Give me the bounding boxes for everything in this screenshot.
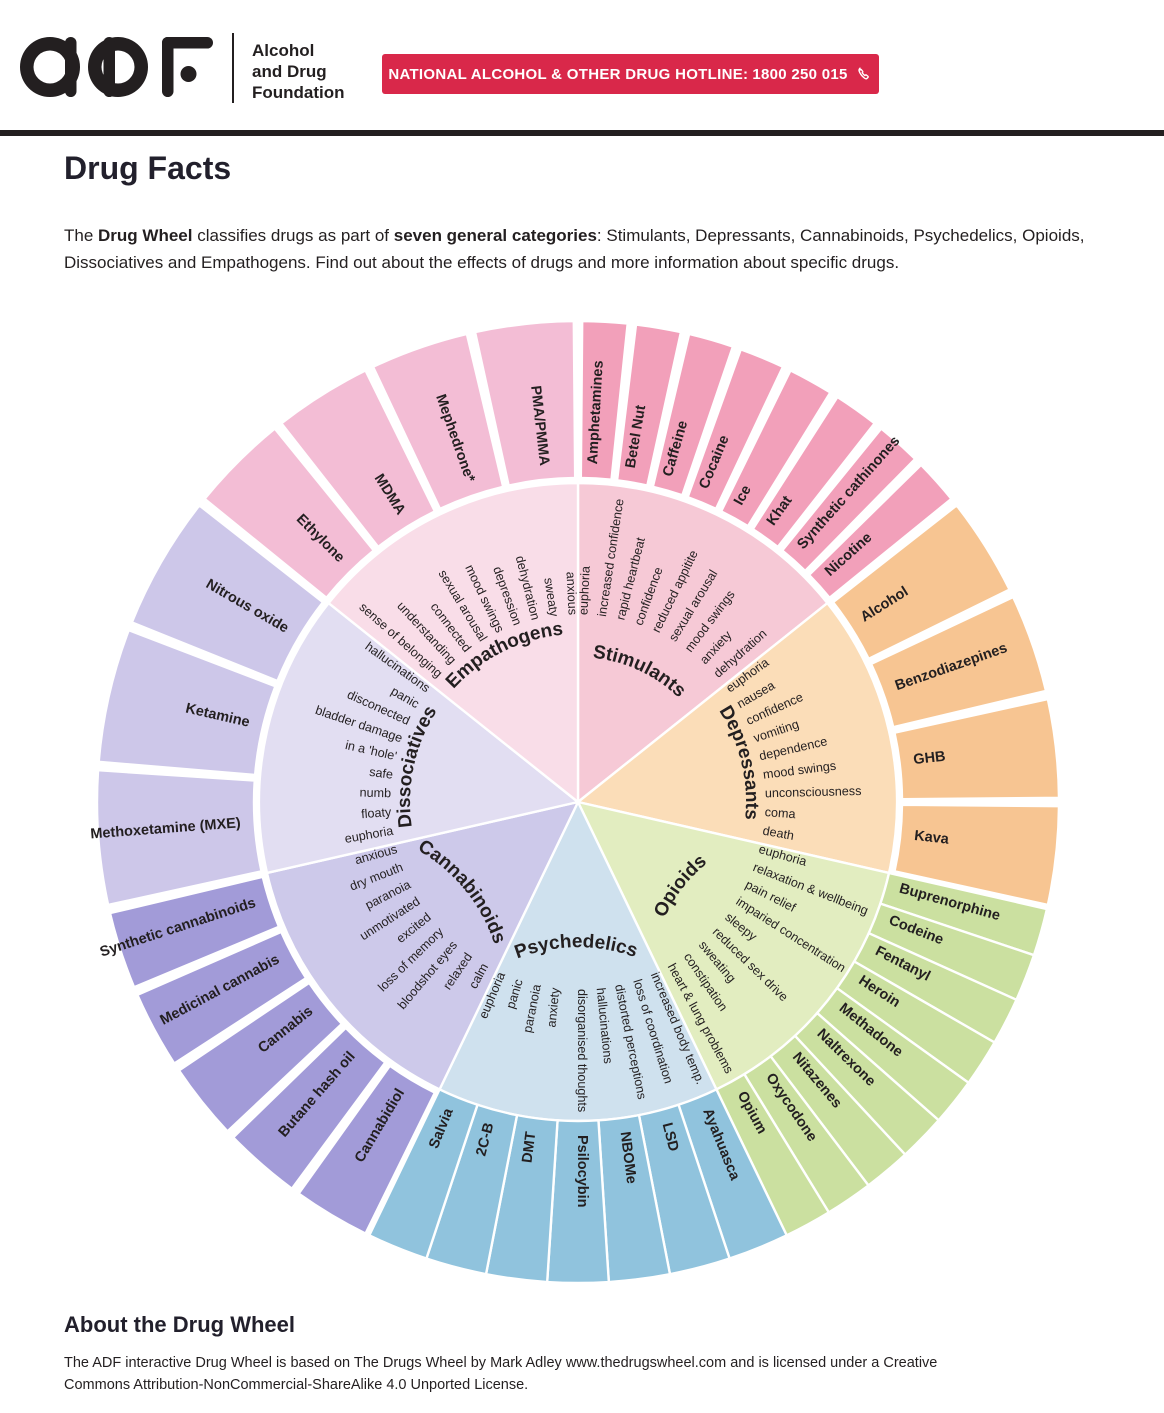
svg-text:coma: coma [764,805,796,821]
svg-text:Alcohol: Alcohol [252,41,314,60]
svg-text:safe: safe [368,765,393,782]
svg-text:numb: numb [359,786,391,801]
svg-text:anxious: anxious [564,571,580,615]
svg-text:unconsciousness: unconsciousness [765,784,862,800]
svg-text:and Drug: and Drug [252,62,327,81]
svg-text:floaty: floaty [361,805,393,821]
svg-text:Foundation: Foundation [252,83,345,102]
svg-text:disorganised thoughts: disorganised thoughts [575,989,589,1112]
svg-text:Psilocybin: Psilocybin [574,1135,590,1208]
